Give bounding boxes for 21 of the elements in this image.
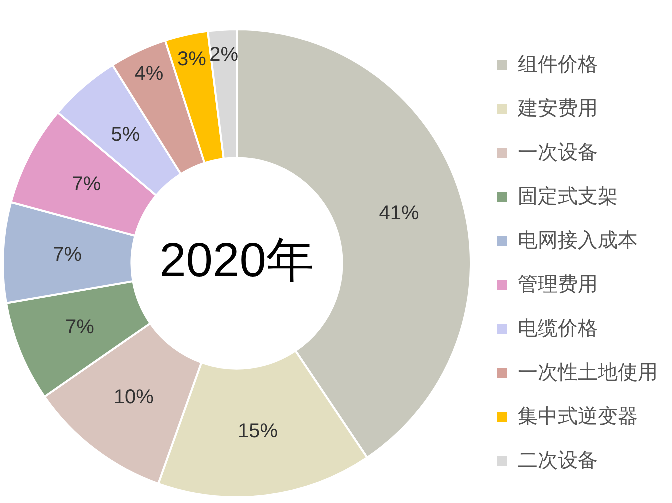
- data-label: 3%: [178, 48, 207, 71]
- data-label: 7%: [72, 173, 102, 196]
- data-label: 4%: [134, 63, 164, 86]
- legend-label: 建安费用: [517, 98, 598, 120]
- data-label: 7%: [53, 244, 82, 266]
- legend-label: 组件价格: [518, 54, 598, 76]
- legend-label: 集中式逆变器: [518, 406, 638, 428]
- data-label: 15%: [238, 420, 278, 442]
- legend-label: 二次设备: [518, 450, 598, 472]
- data-label: 41%: [379, 202, 420, 225]
- data-label: 5%: [111, 124, 140, 146]
- data-label: 10%: [114, 386, 154, 409]
- legend-label: 一次性土地使用: [518, 362, 658, 384]
- legend-label: 电缆价格: [518, 318, 598, 340]
- legend-label: 一次设备: [518, 142, 598, 164]
- legend-label: 固定式支架: [518, 186, 618, 208]
- legend-label: 管理费用: [518, 274, 598, 296]
- text: 2020年: [160, 234, 314, 288]
- data-label: 2%: [210, 44, 239, 66]
- legend-label: 电网接入成本: [518, 230, 638, 252]
- data-label: 7%: [66, 316, 95, 338]
